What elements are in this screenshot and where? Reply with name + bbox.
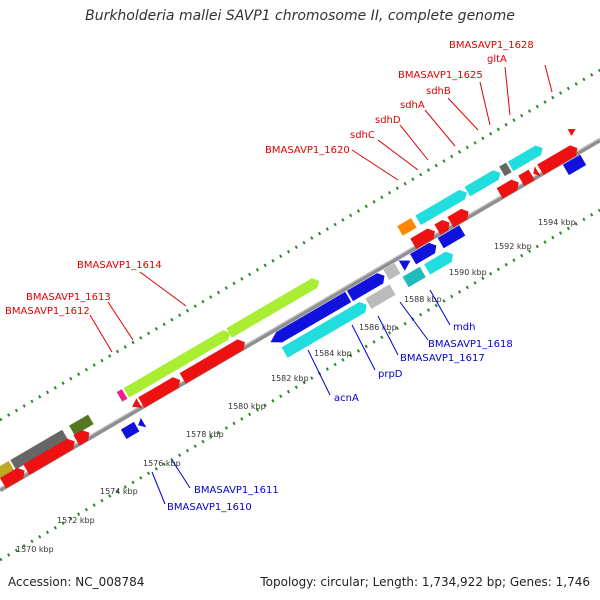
leader-line (90, 315, 112, 352)
gene-arrow (568, 126, 578, 136)
kbp-label: 1590 kbp (449, 268, 487, 277)
leader-line (425, 110, 455, 146)
gene-arrow (518, 170, 534, 186)
genome-map: 1570 kbp 1572 kbp 1574 kbp 1576 kbp 1578… (0, 0, 600, 570)
gene-label: gltA (487, 54, 507, 65)
leader-line (352, 150, 398, 180)
gene-arrow (465, 168, 503, 197)
gene-label: BMASAVP1_1610 (167, 502, 252, 513)
gene-label: BMASAVP1_1617 (400, 353, 485, 364)
gene-label: sdhA (400, 100, 425, 111)
leader-line (152, 472, 165, 504)
kbp-label: 1582 kbp (271, 374, 309, 383)
gene-label: BMASAVP1_1620 (265, 145, 350, 156)
leader-line (140, 272, 186, 306)
gene-label: BMASAVP1_1612 (5, 306, 90, 317)
gene-label: acnA (334, 393, 359, 404)
leader-line (545, 65, 552, 92)
kbp-label: 1574 kbp (100, 487, 138, 496)
kbp-label: 1576 kbp (143, 459, 181, 468)
kbp-label: 1572 kbp (57, 516, 95, 525)
kbp-label: 1570 kbp (16, 545, 54, 554)
leader-line (505, 67, 510, 115)
gene-label: mdh (453, 322, 475, 333)
gene-arrow (121, 422, 139, 439)
leader-line (172, 460, 190, 488)
gene-label: sdhD (375, 115, 401, 126)
kbp-label: 1588 kbp (404, 295, 442, 304)
gene-arrow (397, 218, 416, 236)
accession-label: Accession: NC_008784 (8, 575, 144, 589)
leader-line (400, 125, 428, 160)
gene-label: BMASAVP1_1614 (77, 260, 162, 271)
leader-line (108, 302, 133, 340)
gene-label: prpD (378, 369, 403, 380)
kbp-label: 1592 kbp (494, 242, 532, 251)
gene-label: sdhB (426, 86, 451, 97)
kbp-label: 1578 kbp (186, 430, 224, 439)
kbp-label: 1580 kbp (228, 402, 266, 411)
gene-label: BMASAVP1_1618 (428, 339, 513, 350)
gene-label: sdhC (350, 130, 375, 141)
gene-label: BMASAVP1_1628 (449, 40, 534, 51)
gene-label: BMASAVP1_1611 (194, 485, 279, 496)
leader-line (448, 98, 478, 130)
leader-line (480, 82, 490, 125)
leader-line (378, 140, 418, 170)
gene-label: BMASAVP1_1613 (26, 292, 111, 303)
kbp-label: 1586 kbp (359, 323, 397, 332)
leader-line (378, 316, 398, 355)
gene-label: BMASAVP1_1625 (398, 70, 483, 81)
kbp-label: 1584 kbp (314, 349, 352, 358)
genome-summary: Topology: circular; Length: 1,734,922 bp… (260, 575, 590, 589)
gene-arrow (403, 267, 426, 287)
kbp-label: 1594 kbp (538, 218, 576, 227)
leader-line (400, 302, 428, 340)
